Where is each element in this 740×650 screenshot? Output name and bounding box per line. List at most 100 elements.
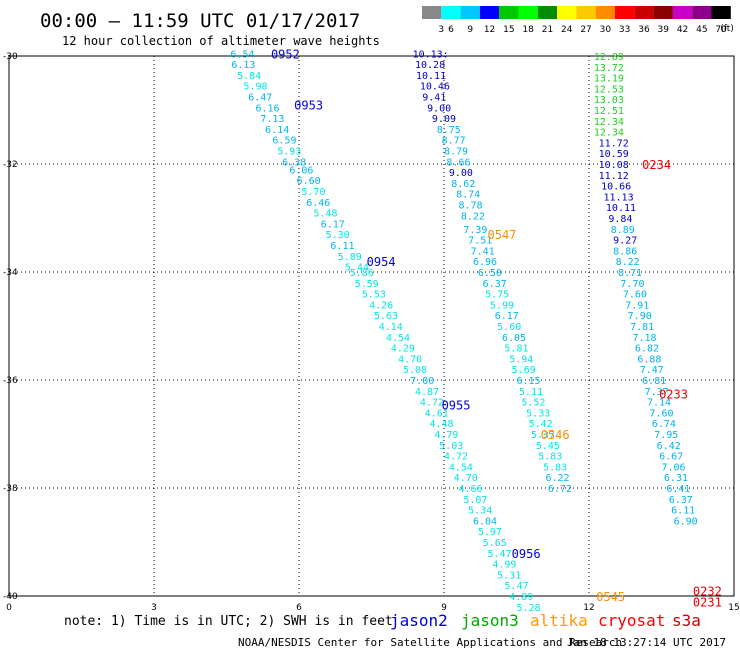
swh-value: 6.90 <box>674 516 698 527</box>
swh-value: 13.03 <box>594 95 624 106</box>
pass-number-label: 0546 <box>541 428 570 442</box>
swh-value: 6.50 <box>478 268 502 279</box>
swh-value: 4.54 <box>386 333 410 344</box>
swh-value: 7.91 <box>625 300 649 311</box>
swh-value: 6.82 <box>635 344 659 355</box>
pass-number-label: 0232 <box>693 585 722 599</box>
swh-value: 5.89 <box>338 252 362 263</box>
swh-value: 7.81 <box>630 322 654 333</box>
swh-value: 6.04 <box>473 516 497 527</box>
swh-value: 6.11 <box>330 241 354 252</box>
swh-value: 10.11 <box>606 203 636 214</box>
pass-number-label: 0234 <box>642 158 671 172</box>
swh-value: 5.47 <box>488 549 512 560</box>
swh-value: 4.70 <box>454 473 478 484</box>
pass-number-label: 0547 <box>488 228 517 242</box>
chart-subtitle: 12 hour collection of altimeter wave hei… <box>62 34 380 48</box>
swh-value: 6.47 <box>248 93 272 104</box>
swh-value: 6.11 <box>671 506 695 517</box>
swh-value: 9.00 <box>449 168 473 179</box>
swh-value: 4.54 <box>449 462 473 473</box>
swh-value: 12.34 <box>594 128 624 139</box>
swh-value: 5.63 <box>374 311 398 322</box>
swh-value: 7.18 <box>633 333 657 344</box>
swh-value: 5.75 <box>485 290 509 301</box>
swh-value: 5.81 <box>504 344 528 355</box>
swh-value: 6.37 <box>669 495 693 506</box>
swh-value: 8.75 <box>437 125 461 136</box>
swh-value: 6.37 <box>483 279 507 290</box>
y-tick-label: -30 <box>3 52 18 62</box>
colorbar-swatch <box>672 6 693 19</box>
swh-value: 6.74 <box>652 419 676 430</box>
swh-value: 6.38 <box>282 157 306 168</box>
colorbar-tick-label: 3 <box>438 25 444 35</box>
swh-value: 7.14 <box>647 398 671 409</box>
swh-value: 12.34 <box>594 117 624 128</box>
swh-value: 10.59 <box>599 149 629 160</box>
x-tick-label: 12 <box>583 603 594 613</box>
colorbar-tick-label: 6 <box>448 25 454 35</box>
colorbar-swatch <box>692 6 712 19</box>
colorbar-tick-label: 70 <box>715 25 727 35</box>
swh-value: 5.97 <box>478 527 502 538</box>
chart-title: 00:00 – 11:59 UTC 01/17/2017 <box>40 10 360 32</box>
colorbar-swatch <box>499 6 519 19</box>
swh-value: 9.84 <box>608 214 632 225</box>
colorbar-tick-label: 36 <box>638 25 650 35</box>
footer-timestamp: Jan 18 13:27:14 UTC 2017 <box>567 636 726 649</box>
colorbar-swatch <box>595 6 615 19</box>
swh-value: 8.71 <box>618 268 642 279</box>
y-tick-label: -38 <box>3 484 18 494</box>
x-tick-label: 6 <box>296 603 302 613</box>
y-tick-label: -32 <box>3 160 18 170</box>
swh-value: 7.90 <box>628 311 652 322</box>
swh-value: 6.59 <box>272 136 296 147</box>
swh-value: 7.39 <box>463 225 487 236</box>
colorbar-swatch <box>537 6 558 19</box>
swh-value: 5.44 <box>345 263 369 274</box>
swh-value: 4.29 <box>391 344 415 355</box>
colorbar-tick-label: 39 <box>658 25 670 35</box>
swh-value: 9.09 <box>432 114 456 125</box>
colorbar-tick-label: 12 <box>484 25 495 35</box>
pass-number-label: 0954 <box>367 255 396 269</box>
swh-value: 9.27 <box>613 236 637 247</box>
pass-number-label: 0231 <box>693 595 722 609</box>
swh-value: 5.03 <box>439 441 463 452</box>
swh-value: 5.48 <box>314 209 338 220</box>
swh-value: 12.89 <box>594 52 624 63</box>
colorbar-swatch <box>441 6 461 19</box>
swh-value: 6.14 <box>265 125 289 136</box>
colorbar-swatch <box>615 6 635 19</box>
swh-value: 5.93 <box>277 147 301 158</box>
swh-value: 5.52 <box>521 398 545 409</box>
colorbar-swatch <box>711 6 731 19</box>
data-points: 6.546.135.845.986.476.167.136.146.595.93… <box>230 49 698 613</box>
swh-value: 7.60 <box>623 290 647 301</box>
plot-frame <box>8 55 735 597</box>
swh-value: 4.70 <box>398 354 422 365</box>
pass-number-label: 0952 <box>271 47 300 61</box>
swh-value: 8.86 <box>613 246 637 257</box>
swh-value: 8.22 <box>616 257 640 268</box>
swh-value: 5.42 <box>529 419 553 430</box>
y-tick-label: -36 <box>3 376 18 386</box>
swh-value: 5.53 <box>362 290 386 301</box>
swh-value: 8.78 <box>459 201 483 212</box>
swh-value: 5.59 <box>355 279 379 290</box>
swh-value: 7.00 <box>410 376 434 387</box>
swh-value: 4.79 <box>434 430 458 441</box>
swh-value: 7.06 <box>662 462 686 473</box>
swh-value: 6.31 <box>664 473 688 484</box>
swh-value: 5.99 <box>490 300 514 311</box>
swh-value: 7.37 <box>645 387 669 398</box>
colorbar-swatch <box>634 6 654 19</box>
y-tick-label: -34 <box>3 268 18 278</box>
swh-value: 4.66 <box>459 484 483 495</box>
swh-value: 6.15 <box>517 376 541 387</box>
colorbar-tick-label: 33 <box>619 25 630 35</box>
swh-value: 5.86 <box>350 268 374 279</box>
swh-value: 6.67 <box>659 452 683 463</box>
